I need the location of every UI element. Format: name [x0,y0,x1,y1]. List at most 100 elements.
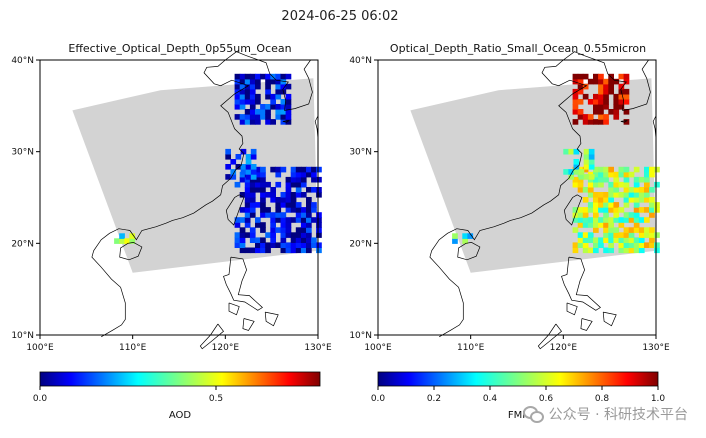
pixel-cell [598,99,604,105]
x-tick-label: 110°E [119,343,147,353]
pixel-cell [235,154,242,160]
pixel-cell [582,232,589,238]
pixel-cell [275,217,282,223]
pixel-cell [618,192,625,198]
pixel-cell [638,242,645,248]
pixel-cell [598,202,604,208]
pixel-cell [290,242,297,248]
pixel-cell [300,181,307,188]
pixel-cell [628,247,635,254]
pixel-cell [306,237,312,243]
pixel-cell [603,222,609,228]
pixel-cell [618,242,625,248]
pixel-cell [295,207,302,213]
pixel-cell [628,197,635,203]
pixel-cell [608,181,614,188]
pixel-cell [260,202,266,208]
pixel-cell [572,176,579,183]
pixel-cell [638,176,645,183]
pixel-cell [603,207,609,213]
pixel-cell [598,171,604,178]
pixel-cell [255,247,261,254]
pixel-cell [582,217,589,223]
pixel-cell [593,171,599,178]
pixel-cell [234,222,241,228]
pixel-cell [593,242,599,248]
colorbar-tick: 0.5 [209,394,223,404]
pixel-cell [295,166,302,173]
pixel-cell [239,99,246,105]
pixel-cell [250,174,257,180]
pixel-cell [573,148,580,155]
pixel-cell [255,187,261,193]
pixel-cell [598,197,604,203]
pixel-cell [598,207,604,213]
pixel-cell [244,99,251,105]
colorbar-tick: 0.6 [539,394,554,404]
pixel-cell [593,212,599,218]
pixel-cell [603,171,609,178]
pixel-cell [598,119,604,125]
pixel-cell [577,187,584,193]
pixel-cell [603,227,609,233]
watermark-text: 公众号 · 科研技术平台 [548,407,688,423]
pixel-cell [234,181,241,188]
pixel-cell [644,207,650,213]
pixel-cell [316,192,322,198]
coastline-mindoro [566,302,578,316]
pixel-cell [249,83,256,90]
pixel-cell [280,197,287,203]
pixel-cell [613,187,620,193]
pixel-cell [290,247,297,254]
pixel-cell [608,171,614,178]
pixel-cell [245,154,252,160]
pixel-cell [300,237,307,243]
pixel-cell [249,99,256,105]
pixel-cell [255,109,261,115]
pixel-cell [598,114,604,120]
pixel-cell [613,104,620,110]
pixel-cell [306,212,312,218]
pixel-cell [249,109,256,115]
pixel-cell [654,181,660,188]
pixel-cell [572,109,579,115]
pixel-cell [462,233,468,239]
pixel-cell [239,88,246,95]
pixel-cell [290,232,297,238]
pixel-cell [598,192,604,198]
pixel-cell [644,232,650,238]
pixel-cell [285,73,292,80]
pixel-cell [255,99,261,105]
pixel-cell [593,99,599,105]
pixel-cell [582,166,589,173]
pixel-cell [578,174,585,180]
pixel-cell [587,217,594,223]
pixel-cell [587,78,594,85]
pixel-cell [295,171,302,178]
pixel-cell [623,171,630,178]
pixel-cell [593,222,599,228]
pixel-cell [260,176,266,183]
pixel-cell [119,238,125,244]
pixel-cell [234,83,241,90]
pixel-cell [582,212,589,218]
pixel-cell [270,166,276,173]
pixel-cell [633,197,640,203]
pixel-cell [260,187,266,193]
pixel-cell [280,104,287,110]
pixel-cell [285,242,292,248]
map-frame [377,59,657,336]
colorbar-tick: 0.8 [595,394,610,404]
pixel-cell [598,104,604,110]
pixel-cell [265,192,271,198]
pixel-cell [265,83,271,90]
pixel-cell [452,238,458,244]
pixel-cell [578,169,585,175]
pixel-cell [598,222,604,228]
pixel-cell [618,237,625,243]
pixel-cell [306,242,312,248]
pixel-cell [244,207,251,213]
pixel-cell [265,212,271,218]
pixel-cell [280,119,287,125]
